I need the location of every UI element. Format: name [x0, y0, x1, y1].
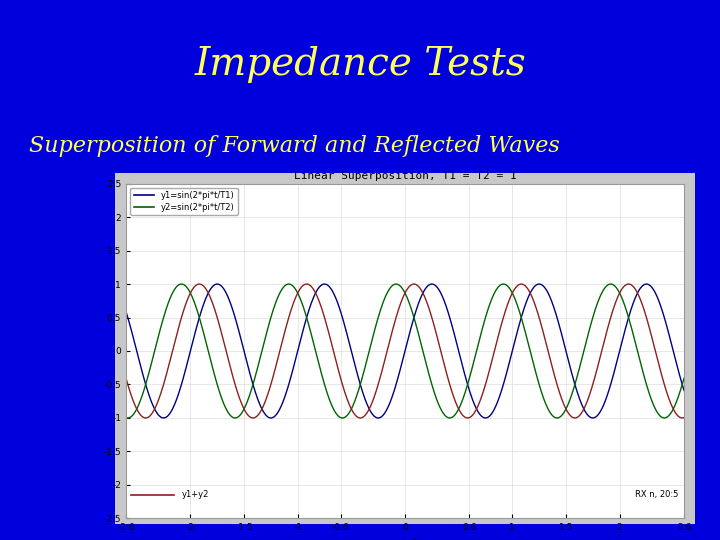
Text: Superposition of Forward and Reflected Waves: Superposition of Forward and Reflected W…	[29, 135, 559, 157]
Title: Linear Superposition, T1 = T2 = 1: Linear Superposition, T1 = T2 = 1	[294, 171, 516, 181]
Legend: y1=sin(2*pi*t/T1), y2=sin(2*pi*t/T2): y1=sin(2*pi*t/T1), y2=sin(2*pi*t/T2)	[130, 188, 238, 215]
Text: RX n, 20:5: RX n, 20:5	[635, 490, 679, 500]
X-axis label: x=ct: x=ct	[392, 538, 418, 540]
Text: y1+y2: y1+y2	[181, 490, 210, 500]
Text: Impedance Tests: Impedance Tests	[194, 46, 526, 83]
